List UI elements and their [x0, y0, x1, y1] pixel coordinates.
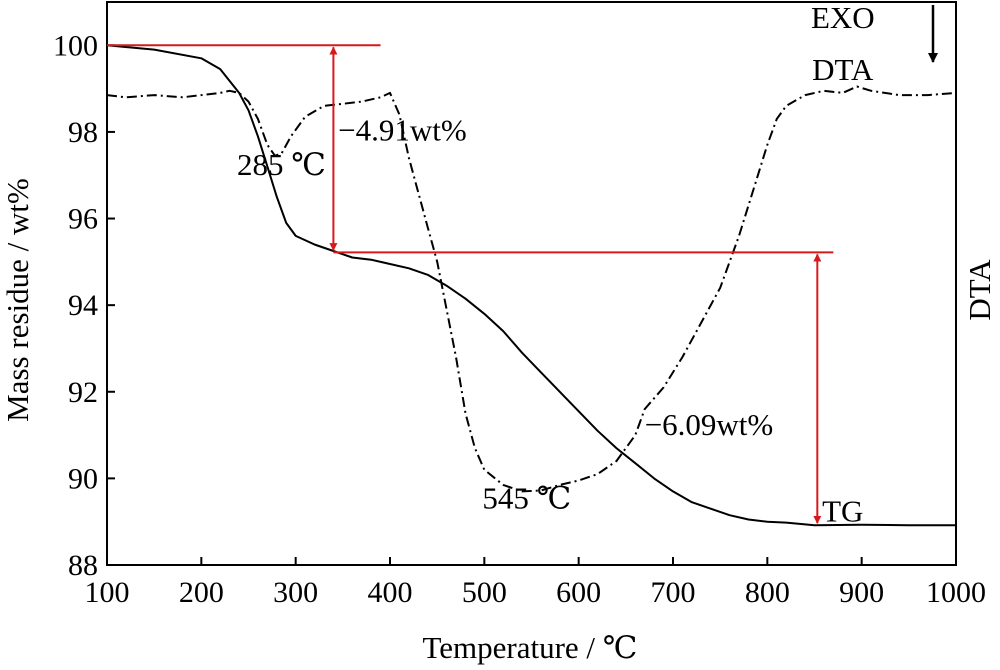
x-axis-title: Temperature / ℃ — [423, 630, 638, 665]
annotation-loss2: −6.09wt% — [645, 407, 774, 442]
x-tick-label: 200 — [179, 576, 224, 609]
annotation-peak2: 545 ℃ — [482, 481, 571, 516]
y-axis-ticks: 88 90 92 94 96 98 100 — [53, 29, 115, 582]
y-tick-label: 100 — [53, 29, 98, 62]
series-layer — [106, 44, 957, 527]
y-axis-title: Mass residue / wt% — [0, 178, 35, 422]
y-tick-label: 92 — [68, 376, 98, 409]
x-tick-label: 600 — [556, 576, 601, 609]
x-tick-label: 900 — [839, 576, 884, 609]
x-tick-label: 100 — [85, 576, 130, 609]
annotation-dta_label: DTA — [812, 52, 874, 87]
x-tick-label: 500 — [462, 576, 507, 609]
x-tick-label: 300 — [273, 576, 318, 609]
plot-frame — [106, 1, 957, 566]
x-axis-ticks: 100 200 300 400 500 600 700 800 900 1000 — [85, 557, 986, 609]
annotation-exo_label: EXO — [811, 0, 875, 35]
y2-axis-title: DTA — [962, 259, 997, 321]
x-tick-label: 1000 — [926, 576, 986, 609]
x-tick-label: 800 — [745, 576, 790, 609]
y-tick-label: 96 — [68, 203, 98, 236]
x-tick-label: 700 — [651, 576, 696, 609]
y-tick-label: 94 — [68, 289, 98, 322]
y-tick-label: 88 — [68, 549, 98, 582]
y-tick-label: 90 — [68, 462, 98, 495]
annotation-peak1: 285 ℃ — [237, 147, 326, 182]
x-tick-label: 400 — [368, 576, 413, 609]
tg-curve — [106, 44, 956, 527]
annotation-loss1: −4.91wt% — [338, 113, 467, 148]
annotation-tg_label: TG — [822, 494, 863, 529]
red-markers — [107, 44, 834, 524]
dta-curve — [106, 85, 957, 493]
y-tick-label: 98 — [68, 116, 98, 149]
annotations: 285 ℃ 545 ℃ −4.91wt% −6.09wt% TG DTA EXO — [237, 0, 875, 529]
